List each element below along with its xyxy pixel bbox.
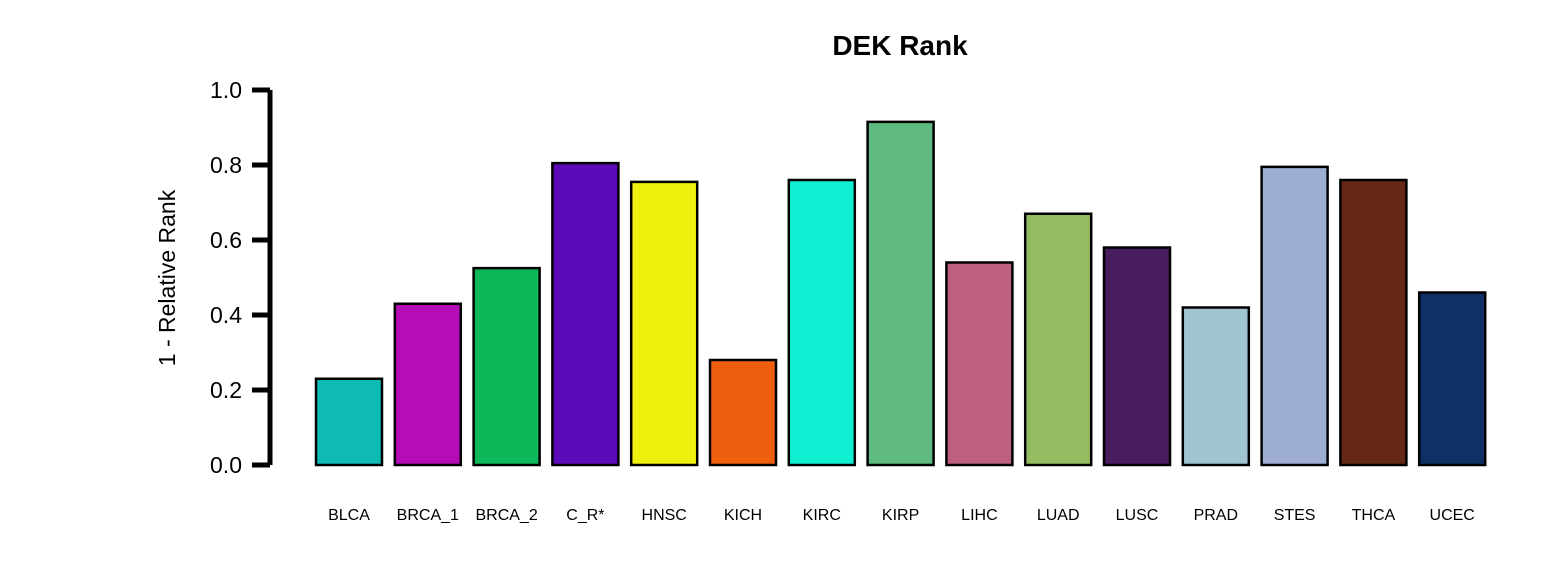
x-tick-label: LIHC (961, 507, 997, 524)
bar-kirc (787, 178, 857, 467)
bar-lusc (1102, 246, 1172, 467)
y-axis: 0.0 0.2 0.4 0.6 0.8 1.0 (210, 77, 273, 478)
y-tick-label: 1.0 (210, 77, 242, 103)
bar-ucec (1417, 291, 1487, 467)
bar-kich (708, 358, 778, 467)
x-tick-label: KICH (724, 507, 762, 524)
y-tick-label: 0.6 (210, 227, 242, 253)
x-tick-label: C_R* (566, 507, 604, 524)
y-tick-label: 0.0 (210, 452, 242, 478)
bar-brca-2 (472, 266, 541, 467)
x-tick-label: BRCA_2 (475, 507, 537, 524)
bar-stes (1260, 165, 1329, 467)
bar-kirp (866, 120, 935, 467)
x-tick-label: UCEC (1430, 507, 1475, 524)
bar-luad (1023, 212, 1093, 467)
x-tick-label: BRCA_1 (397, 507, 459, 524)
bar-brca-1 (393, 302, 463, 467)
y-tick-label: 0.2 (210, 377, 242, 403)
x-tick-label: LUSC (1116, 507, 1159, 524)
x-tick-label: KIRC (803, 507, 841, 524)
x-tick-label: BLCA (328, 507, 370, 524)
x-tick-label: LUAD (1037, 507, 1080, 524)
y-tick-label: 0.4 (210, 302, 242, 328)
bar-thca (1339, 178, 1408, 467)
bars-group (314, 120, 1487, 467)
x-tick-labels: BLCA BRCA_1 BRCA_2 C_R* HNSC KICH KIRC KIRP LIHC… (328, 507, 1475, 524)
x-tick-label: THCA (1352, 507, 1396, 524)
y-tick-label: 0.8 (210, 152, 242, 178)
bar-c-r (551, 161, 620, 467)
bar-hnsc (629, 180, 699, 467)
y-axis-label: 1 - Relative Rank (154, 189, 180, 366)
x-tick-label: KIRP (882, 507, 919, 524)
bar-blca (314, 377, 384, 467)
chart-title: DEK Rank (832, 30, 968, 61)
bar-prad (1181, 306, 1251, 467)
x-tick-label: HNSC (642, 507, 687, 524)
x-tick-label: STES (1274, 507, 1316, 524)
bar-lihc (945, 261, 1014, 467)
x-tick-label: PRAD (1194, 507, 1238, 524)
